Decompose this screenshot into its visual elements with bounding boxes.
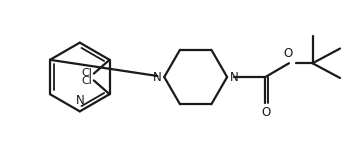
Text: O: O xyxy=(283,47,293,60)
Text: N: N xyxy=(230,71,239,84)
Text: Cl: Cl xyxy=(81,75,92,86)
Text: O: O xyxy=(262,106,271,120)
Text: N: N xyxy=(75,94,84,107)
Text: N: N xyxy=(153,71,161,84)
Text: Cl: Cl xyxy=(81,69,92,78)
